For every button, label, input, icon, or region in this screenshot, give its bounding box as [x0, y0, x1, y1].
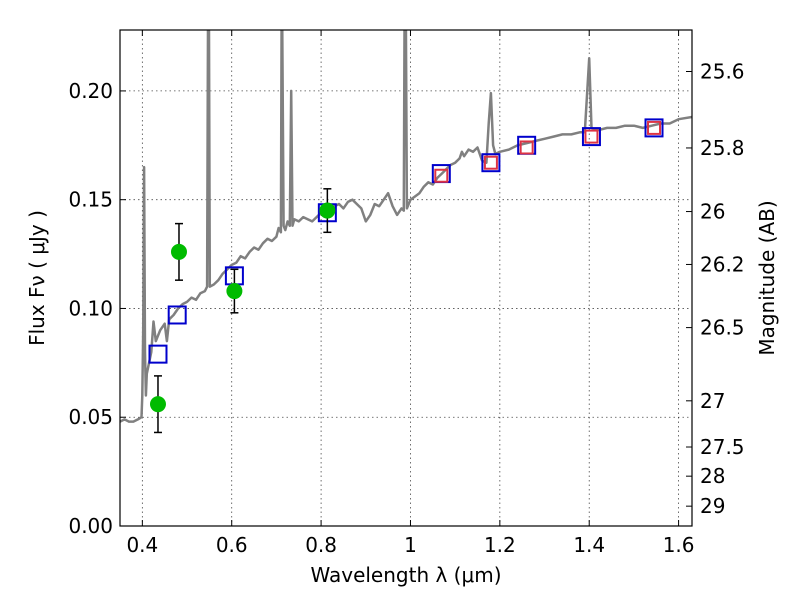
y2-tick-label: 29 [700, 494, 725, 518]
x-tick-label: 1.2 [484, 533, 516, 557]
x-tick-label: 0.4 [126, 533, 158, 557]
x-tick-label: 0.6 [216, 533, 248, 557]
y2-tick-label: 26.2 [700, 252, 745, 276]
y2-axis-title: Magnitude (AB) [755, 200, 779, 355]
x-tick-label: 1 [404, 533, 417, 557]
data-point [149, 396, 166, 413]
y-tick-label: 0.10 [68, 296, 113, 320]
data-point [170, 243, 187, 260]
y-axis-title: Flux Fν ( μJy ) [25, 210, 49, 346]
y2-tick-label: 27 [700, 389, 725, 413]
x-tick-label: 1.6 [663, 533, 695, 557]
axes: 0.4 0.6 0.8 1 1.2 1.4 1.6 0.00 0.05 0.10 0.15 0.20 2… [68, 30, 745, 557]
x-tick-label: 0.8 [305, 533, 337, 557]
square-marker [647, 120, 662, 135]
y-tick-label: 0.15 [68, 188, 113, 212]
square-marker [148, 344, 168, 364]
y-tick-label: 0.00 [68, 514, 113, 538]
square-marker [519, 140, 534, 155]
y2-tick-label: 25.6 [700, 59, 745, 83]
square-marker [584, 129, 599, 144]
square-marker [644, 118, 664, 138]
square-marker [581, 127, 601, 147]
y-tick-label: 0.20 [68, 79, 113, 103]
square-marker [167, 305, 187, 325]
x-tick-label: 1.4 [573, 533, 605, 557]
y2-tick-label: 25.8 [700, 136, 745, 160]
square-marker [483, 155, 498, 170]
plot-area [120, 30, 692, 434]
data-point [226, 283, 243, 300]
y-tick-label: 0.05 [68, 405, 113, 429]
x-axis-title: Wavelength λ (μm) [310, 563, 501, 587]
data-point [319, 202, 336, 219]
square-marker [481, 153, 501, 173]
y2-tick-label: 27.5 [700, 435, 745, 459]
y2-tick-label: 28 [700, 464, 725, 488]
plot-frame [119, 29, 693, 527]
y2-tick-label: 26.5 [700, 316, 745, 340]
y2-tick-label: 26 [700, 200, 725, 224]
square-marker [434, 168, 449, 183]
